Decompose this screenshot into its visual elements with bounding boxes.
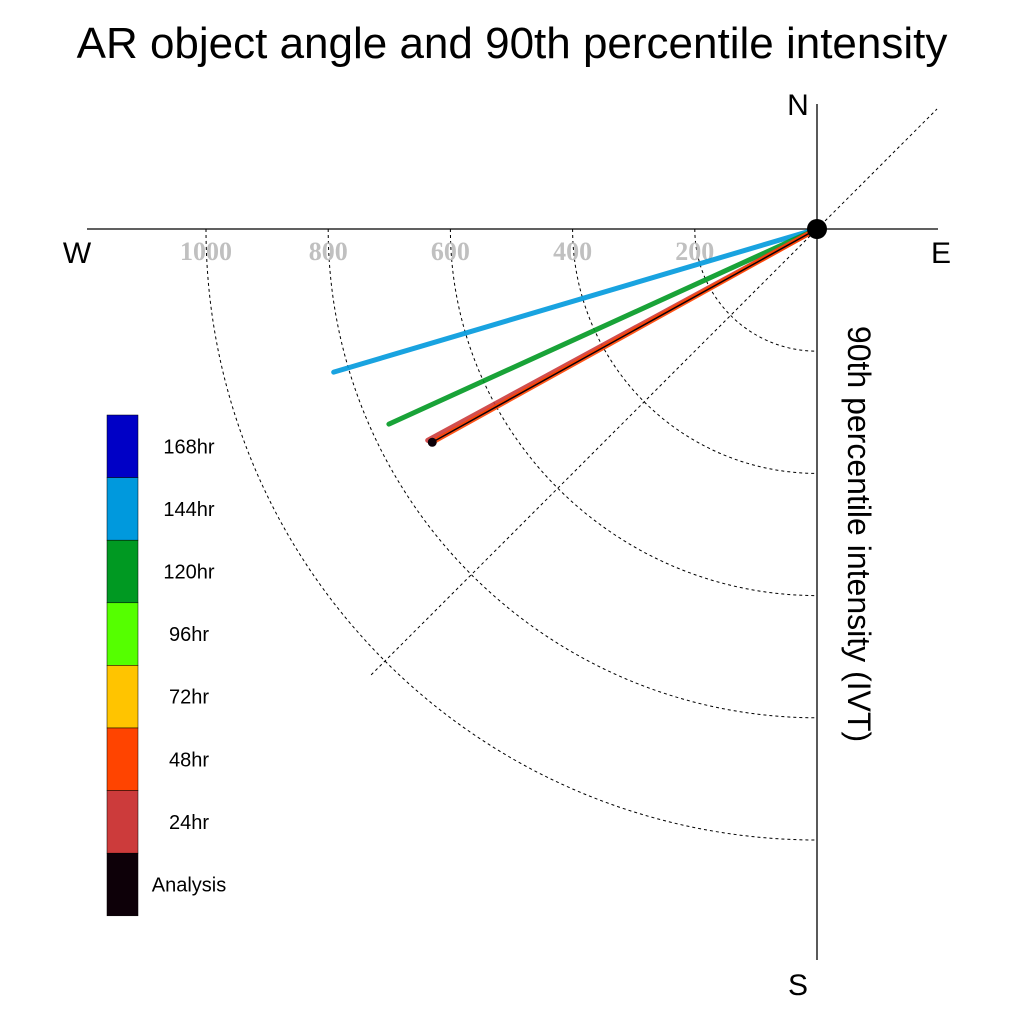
legend-swatch-Analysis [106, 852, 139, 917]
chart-title: AR object angle and 90th percentile inte… [77, 19, 948, 68]
legend-swatch-168hr [106, 414, 139, 478]
legend-swatch-24hr [106, 790, 139, 854]
legend-label-24hr: 24hr [169, 812, 209, 834]
origin-dot [807, 219, 827, 239]
compass-north: N [787, 89, 809, 122]
legend-swatch-144hr [106, 477, 139, 541]
grid-arc-4 [694, 228, 818, 352]
legend-label-144hr: 144hr [163, 499, 214, 521]
radial-ticks: 1000 800 600 400 200 [180, 237, 714, 266]
vector-Analysis [431, 228, 818, 444]
polar-grid [205, 108, 938, 841]
compass-east: E [931, 237, 951, 270]
vectors [331, 226, 820, 447]
vector-end-Analysis [427, 437, 437, 447]
grid-arc-0 [205, 228, 818, 841]
grid-arc-1 [327, 228, 818, 719]
compass-west: W [63, 237, 92, 270]
legend-label-96hr: 96hr [169, 624, 209, 646]
legend: 168hr 144hr 120hr 96hr 72hr 48hr 24hr Analysis [106, 414, 226, 917]
vector-120hr [386, 226, 820, 427]
legend-label-72hr: 72hr [169, 687, 209, 709]
legend-label-48hr: 48hr [169, 749, 209, 771]
grid-diagonal [370, 108, 938, 676]
legend-swatch-120hr [106, 539, 139, 604]
tick-label-400: 400 [553, 237, 592, 266]
legend-label-120hr: 120hr [163, 562, 214, 584]
grid-arc-3 [572, 228, 818, 474]
legend-swatch-48hr [106, 727, 139, 791]
legend-swatch-96hr [106, 602, 139, 666]
compass-south: S [788, 969, 808, 1002]
radial-axis-label: 90th percentile intensity (IVT) [841, 326, 877, 742]
vector-144hr [331, 226, 820, 375]
tick-label-600: 600 [431, 237, 470, 266]
grid-arc-2 [449, 228, 818, 597]
legend-swatch-72hr [106, 665, 139, 729]
tick-label-1000: 1000 [180, 237, 232, 266]
legend-label-Analysis: Analysis [152, 875, 226, 897]
tick-label-800: 800 [309, 237, 348, 266]
legend-label-168hr: 168hr [163, 436, 214, 458]
